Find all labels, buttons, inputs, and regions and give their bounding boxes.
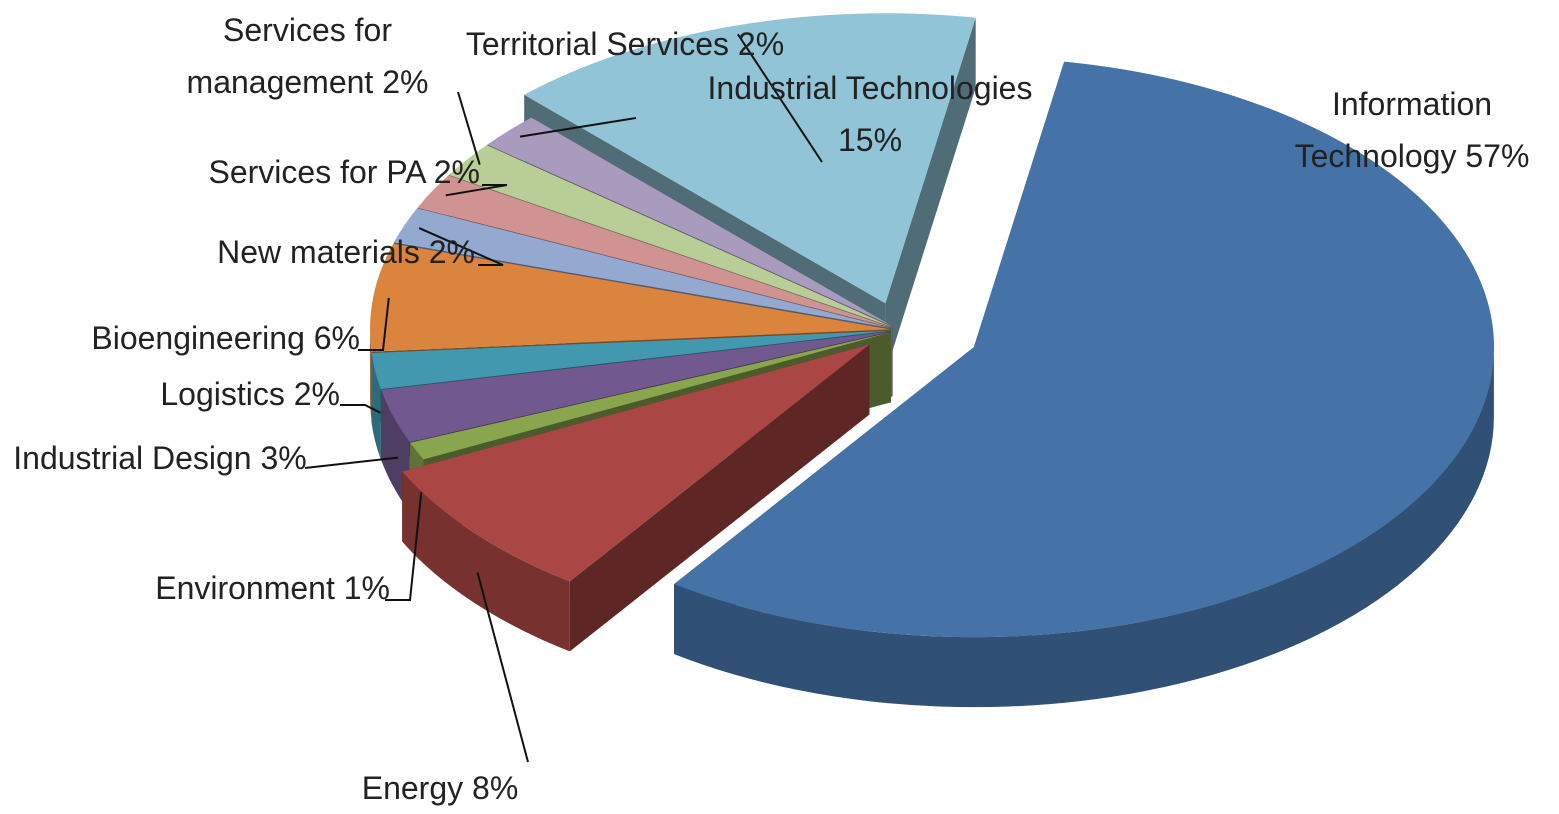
slice-wall — [370, 329, 372, 422]
category-name: Services for PA — [208, 154, 425, 190]
slice-label: Industrial Technologies 15% — [705, 62, 1035, 166]
slice-label: Services for management 2% — [150, 4, 465, 108]
slice-label: Information Technology 57% — [1262, 78, 1559, 182]
slice-wall — [402, 471, 570, 652]
value-label: 2% — [293, 376, 340, 412]
category-name: New materials — [217, 234, 420, 270]
category-name: Energy — [361, 770, 464, 806]
category-name: Bioengineering — [91, 320, 305, 356]
leader-line — [340, 404, 381, 414]
pie-slice — [371, 330, 891, 390]
category-name: Territorial Services — [465, 26, 730, 62]
slice-wall — [371, 353, 381, 460]
value-label: 3% — [260, 440, 307, 476]
pie-slice — [370, 243, 891, 352]
value-label: 2% — [382, 64, 429, 100]
value-label: 57% — [1465, 138, 1530, 174]
slice-label: Bioengineering 6% — [20, 312, 360, 364]
leader-line — [418, 227, 504, 266]
slice-label: Industrial Design 3% — [0, 432, 320, 484]
slice-label: Services for PA 2% — [100, 146, 480, 198]
pie-slice — [448, 145, 892, 327]
category-name: Industrial Technologies — [707, 70, 1033, 106]
slice-label: Energy 8% — [340, 762, 540, 814]
pie-slice — [381, 331, 891, 443]
value-label: 2% — [433, 154, 480, 190]
category-name: Information Technology — [1294, 86, 1493, 174]
slice-side — [885, 17, 976, 374]
pie-slice — [393, 208, 891, 328]
pie-slice — [674, 61, 1495, 638]
leader-line — [358, 297, 390, 351]
pie-slice — [417, 175, 892, 328]
pie-slice — [524, 13, 976, 304]
leader-line — [476, 572, 529, 763]
value-label: 2% — [737, 26, 785, 62]
value-label: 2% — [428, 234, 475, 270]
leader-line — [385, 491, 423, 601]
category-name: Logistics — [160, 376, 285, 412]
slice-wall — [674, 347, 1494, 708]
value-label: 6% — [313, 320, 360, 356]
pie-slice — [410, 332, 891, 460]
category-name: Services for management — [186, 12, 392, 100]
value-label: 15% — [837, 122, 903, 158]
leader-line — [445, 184, 508, 197]
slice-label: Environment 1% — [60, 562, 390, 614]
pie-slice — [487, 117, 893, 327]
leader-line — [737, 33, 823, 163]
value-label: 1% — [343, 570, 390, 606]
leader-line — [519, 117, 637, 138]
category-name: Industrial Design — [13, 440, 252, 476]
leader-line — [304, 456, 399, 469]
slice-label: Logistics 2% — [60, 368, 340, 420]
leader-line — [457, 91, 481, 165]
slice-label: New materials 2% — [100, 226, 475, 278]
category-name: Environment — [155, 570, 335, 606]
slice-label: Territorial Services 2% — [455, 18, 795, 70]
value-label: 8% — [472, 770, 519, 806]
pie-slice — [402, 344, 870, 582]
